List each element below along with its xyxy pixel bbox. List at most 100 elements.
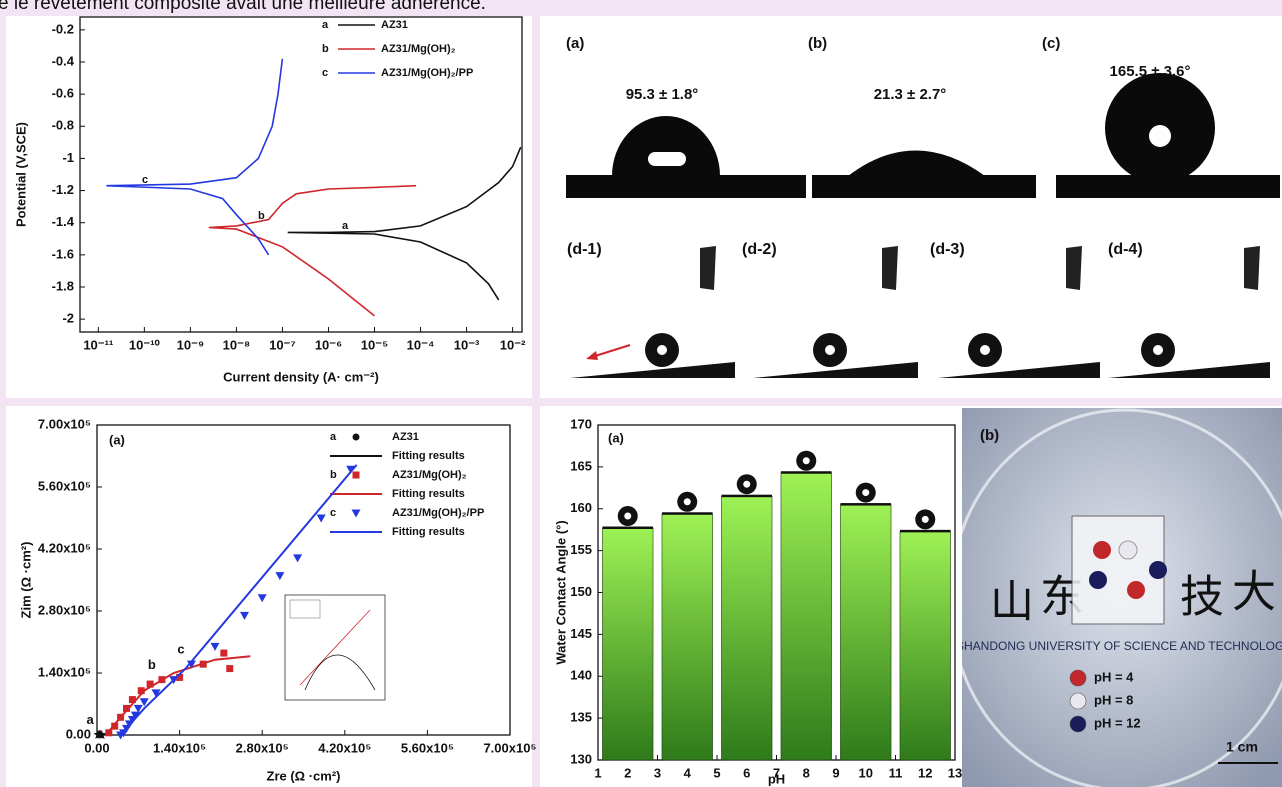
x-axis-label: Current density (A· cm⁻²) xyxy=(223,369,379,384)
y-tick-label: -2 xyxy=(62,311,74,326)
x-tick-label: 10⁻⁹ xyxy=(177,337,205,352)
y-axis-label: Zim (Ω ·cm²) xyxy=(18,542,33,619)
y-tick-label: 170 xyxy=(570,416,592,431)
x-tick-label: 11 xyxy=(889,765,903,780)
x-tick-label: 10⁻⁶ xyxy=(315,337,342,352)
x-tick-label: 5 xyxy=(713,765,720,780)
y-tick-label: -1.6 xyxy=(52,246,74,261)
data-point xyxy=(123,704,130,712)
x-tick-label: 10⁻¹¹ xyxy=(83,337,113,352)
y-tick-label: 7.00x10⁵ xyxy=(38,416,91,431)
panel-background xyxy=(6,406,532,787)
droplet xyxy=(1093,541,1111,559)
bar-top xyxy=(780,471,832,474)
y-tick-label: 145 xyxy=(570,626,592,641)
slope xyxy=(1108,362,1270,378)
data-point xyxy=(275,572,285,581)
legend-marker xyxy=(352,471,360,479)
angle-label: 95.3 ± 1.8° xyxy=(626,86,699,103)
contact-angle-images: (a) (b) (c) 95.3 ± 1.8° 21.3 ± 2.7° 165.… xyxy=(566,35,1280,378)
y-tick-label: -1 xyxy=(62,150,74,165)
droplet-highlight xyxy=(624,512,632,520)
university-name: SHANDONG UNIVERSITY OF SCIENCE AND TECHN… xyxy=(956,639,1282,653)
data-point xyxy=(257,594,267,603)
x-tick-label: 2.80x10⁵ xyxy=(236,740,289,755)
legend-letter: b xyxy=(322,43,329,55)
x-tick-label: 10 xyxy=(859,765,873,780)
droplet-highlight xyxy=(1153,345,1163,355)
y-tick-label: 4.20x10⁵ xyxy=(38,540,91,555)
bar xyxy=(661,513,713,761)
panel-label: (a) xyxy=(566,35,584,52)
data-point xyxy=(210,642,220,651)
y-tick-label: -0.6 xyxy=(52,86,74,101)
droplet-highlight xyxy=(743,480,751,488)
curve-letter: a xyxy=(87,712,95,727)
data-point xyxy=(133,704,143,713)
legend-label: Fitting results xyxy=(392,526,465,538)
y-tick-label: 140 xyxy=(570,668,592,683)
y-axis-label: Water Contact Angle (°) xyxy=(553,520,568,664)
curve-letter: b xyxy=(258,210,265,222)
x-tick-label: 7 xyxy=(773,765,780,780)
y-tick-label: -0.2 xyxy=(52,21,74,36)
x-tick-label: 4.20x10⁵ xyxy=(318,740,371,755)
x-tick-label: 13 xyxy=(948,765,962,780)
x-tick-label: 10⁻⁸ xyxy=(223,337,250,352)
legend-label: Fitting results xyxy=(392,488,465,500)
data-point xyxy=(220,649,228,657)
fit-line xyxy=(105,655,251,736)
angle-label: 21.3 ± 2.7° xyxy=(874,86,947,103)
legend-letter: a xyxy=(330,431,337,443)
y-tick-label: -1.8 xyxy=(52,278,74,293)
bar xyxy=(899,531,951,761)
photo: 山 东 技 大 SHANDONG UNIVERSITY OF SCIENCE A… xyxy=(956,408,1282,787)
slope xyxy=(938,362,1100,378)
curve-letter: c xyxy=(177,642,184,657)
needle xyxy=(700,246,716,290)
legend-letter: b xyxy=(330,469,337,481)
droplet-highlight xyxy=(657,345,667,355)
bar-top xyxy=(899,529,951,533)
x-tick-label: 10⁻⁷ xyxy=(269,337,296,352)
panel-background xyxy=(6,16,532,398)
bar-top xyxy=(721,494,773,498)
calligraphy: 大 xyxy=(1232,567,1276,618)
substrate xyxy=(1056,175,1280,198)
droplet xyxy=(1149,561,1167,579)
y-tick-label: 150 xyxy=(570,584,592,599)
legend-marker xyxy=(352,471,360,479)
calligraphy: 技 xyxy=(1180,572,1224,623)
bar-top xyxy=(840,503,892,506)
droplet-highlight xyxy=(862,489,870,497)
data-point xyxy=(293,554,303,563)
legend-letter: a xyxy=(322,19,329,31)
slope xyxy=(753,362,918,378)
legend-label: AZ31/Mg(OH)₂ xyxy=(381,43,456,55)
y-tick-label: 160 xyxy=(570,500,592,515)
inset-legend xyxy=(289,599,321,619)
legend-label: pH = 8 xyxy=(1094,692,1133,707)
bar xyxy=(602,527,654,761)
panel-label: (b) xyxy=(808,35,827,52)
slide-label: (d-2) xyxy=(742,241,777,258)
x-tick-label: 3 xyxy=(654,765,661,780)
fit-line xyxy=(119,464,358,736)
x-tick-label: 7.00x10⁵ xyxy=(483,740,536,755)
data-point xyxy=(240,611,249,620)
y-tick-label: 155 xyxy=(570,542,592,557)
data-point xyxy=(146,680,154,688)
x-tick-label: 10⁻⁴ xyxy=(407,337,435,352)
data-point xyxy=(151,689,161,698)
legend-label: AZ31/Mg(OH)₂/PP xyxy=(381,67,473,79)
header-text: e le revêtement composite avait une meil… xyxy=(0,0,486,14)
scale-bar xyxy=(1218,762,1278,764)
droplet-highlight xyxy=(683,498,691,506)
legend-marker xyxy=(351,509,361,518)
curve-letter: b xyxy=(148,657,156,672)
data-point xyxy=(137,687,145,695)
plot-frame xyxy=(79,16,523,333)
y-tick-label: 165 xyxy=(570,458,592,473)
